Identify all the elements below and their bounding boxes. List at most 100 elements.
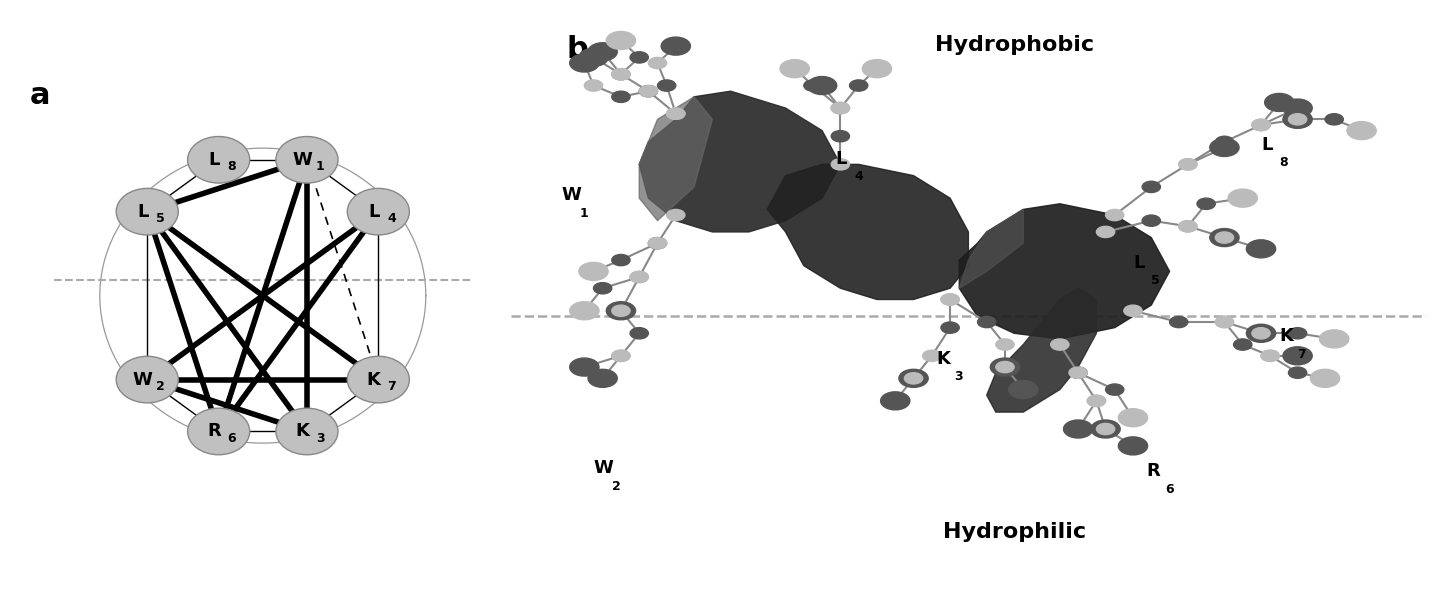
Circle shape bbox=[1123, 305, 1142, 316]
Circle shape bbox=[1251, 328, 1270, 339]
Circle shape bbox=[831, 102, 850, 114]
Text: L: L bbox=[1133, 254, 1145, 272]
Text: b: b bbox=[566, 35, 588, 64]
Ellipse shape bbox=[117, 356, 179, 403]
Circle shape bbox=[612, 350, 631, 361]
Text: 6: 6 bbox=[228, 432, 236, 445]
Circle shape bbox=[612, 69, 631, 80]
Circle shape bbox=[606, 302, 635, 320]
Circle shape bbox=[1283, 347, 1312, 365]
Circle shape bbox=[1247, 324, 1276, 342]
Circle shape bbox=[1215, 316, 1234, 328]
Circle shape bbox=[1325, 114, 1344, 125]
Circle shape bbox=[1215, 136, 1234, 147]
Text: 8: 8 bbox=[228, 161, 236, 173]
Circle shape bbox=[1289, 114, 1306, 125]
Circle shape bbox=[1215, 316, 1234, 328]
Text: W: W bbox=[562, 186, 582, 204]
Circle shape bbox=[1106, 210, 1123, 220]
Circle shape bbox=[831, 102, 850, 114]
Circle shape bbox=[639, 86, 658, 97]
Circle shape bbox=[1210, 138, 1238, 156]
Text: Hydrophobic: Hydrophobic bbox=[935, 35, 1094, 55]
Circle shape bbox=[1064, 420, 1093, 438]
Circle shape bbox=[1319, 330, 1349, 348]
Circle shape bbox=[780, 60, 809, 78]
Text: R: R bbox=[1146, 462, 1161, 480]
Text: a: a bbox=[30, 81, 50, 110]
Circle shape bbox=[899, 370, 929, 388]
Text: L: L bbox=[835, 150, 847, 168]
Circle shape bbox=[1179, 220, 1197, 232]
Circle shape bbox=[1251, 119, 1270, 131]
Ellipse shape bbox=[347, 356, 409, 403]
Circle shape bbox=[1261, 350, 1279, 361]
Circle shape bbox=[1119, 437, 1148, 455]
Polygon shape bbox=[959, 204, 1169, 339]
Circle shape bbox=[612, 69, 631, 80]
Circle shape bbox=[648, 238, 667, 249]
Text: W: W bbox=[292, 151, 312, 169]
Circle shape bbox=[831, 102, 850, 114]
Circle shape bbox=[1289, 328, 1306, 339]
Circle shape bbox=[1179, 159, 1197, 170]
Circle shape bbox=[1310, 370, 1339, 388]
Circle shape bbox=[1142, 181, 1161, 192]
Circle shape bbox=[940, 294, 959, 305]
Circle shape bbox=[1251, 119, 1270, 131]
Circle shape bbox=[1106, 384, 1123, 395]
Circle shape bbox=[996, 361, 1014, 373]
Circle shape bbox=[1068, 367, 1087, 379]
Text: 4: 4 bbox=[387, 212, 396, 225]
Text: 3: 3 bbox=[315, 432, 324, 445]
Circle shape bbox=[570, 358, 599, 376]
Circle shape bbox=[606, 32, 635, 50]
Circle shape bbox=[612, 255, 631, 266]
Text: K: K bbox=[367, 371, 380, 389]
Circle shape bbox=[612, 350, 631, 361]
Ellipse shape bbox=[117, 188, 179, 235]
Circle shape bbox=[579, 262, 608, 280]
Text: K: K bbox=[936, 350, 950, 368]
Text: R: R bbox=[207, 422, 220, 440]
Circle shape bbox=[1087, 395, 1106, 407]
Circle shape bbox=[658, 80, 675, 91]
Circle shape bbox=[923, 350, 940, 361]
Circle shape bbox=[1096, 423, 1115, 435]
Circle shape bbox=[1169, 316, 1188, 328]
Text: K: K bbox=[1279, 327, 1293, 345]
Circle shape bbox=[1251, 119, 1270, 131]
Text: 3: 3 bbox=[955, 370, 963, 383]
Text: L: L bbox=[1261, 135, 1273, 154]
Circle shape bbox=[1228, 189, 1257, 207]
Circle shape bbox=[612, 69, 631, 80]
Polygon shape bbox=[986, 288, 1096, 412]
Circle shape bbox=[612, 91, 631, 102]
Circle shape bbox=[1215, 232, 1234, 243]
Circle shape bbox=[661, 37, 690, 55]
Circle shape bbox=[1142, 215, 1161, 226]
Circle shape bbox=[1092, 420, 1120, 438]
Text: 1: 1 bbox=[580, 207, 589, 220]
Circle shape bbox=[631, 52, 648, 63]
Circle shape bbox=[639, 86, 658, 97]
Text: 4: 4 bbox=[854, 170, 863, 183]
Circle shape bbox=[1283, 99, 1312, 117]
Circle shape bbox=[1210, 229, 1238, 247]
Circle shape bbox=[667, 210, 685, 220]
Text: 1: 1 bbox=[315, 161, 324, 173]
Circle shape bbox=[570, 302, 599, 320]
Circle shape bbox=[648, 238, 667, 249]
Ellipse shape bbox=[187, 137, 249, 183]
Polygon shape bbox=[639, 97, 713, 220]
Circle shape bbox=[667, 108, 685, 119]
Circle shape bbox=[863, 60, 891, 78]
Circle shape bbox=[996, 339, 1014, 350]
Circle shape bbox=[978, 316, 996, 328]
Circle shape bbox=[593, 283, 612, 294]
Circle shape bbox=[850, 80, 868, 91]
Circle shape bbox=[1247, 240, 1276, 258]
Circle shape bbox=[585, 80, 602, 91]
Ellipse shape bbox=[187, 408, 249, 455]
Circle shape bbox=[648, 58, 667, 69]
